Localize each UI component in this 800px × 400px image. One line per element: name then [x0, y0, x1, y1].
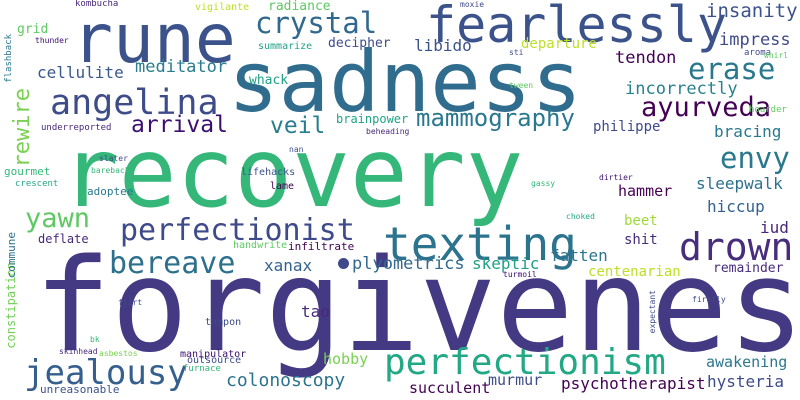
word-yawn: yawn	[25, 203, 91, 234]
word-whack: whack	[249, 73, 289, 88]
word-perfectionist: perfectionist	[120, 213, 355, 248]
word-recovery: recovery	[61, 117, 524, 229]
word-forgiveness: forgiveness	[34, 232, 800, 381]
word-iud: iud	[760, 218, 789, 237]
word-beheading: beheading	[366, 127, 410, 136]
word-departure: departure	[521, 36, 597, 52]
word-hoarder: hoarder	[749, 105, 787, 115]
word-brainpower: brainpower	[336, 112, 409, 126]
word-tendon: tendon	[615, 48, 677, 68]
word-asbestos: asbestos	[99, 349, 138, 358]
word-grid: grid	[17, 22, 49, 37]
word-bareback: bareback	[91, 166, 130, 175]
word-gourmet: gourmet	[4, 165, 51, 178]
word-kombucha: kombucha	[75, 0, 119, 9]
word-radiance: radiance	[268, 0, 331, 14]
word-thunder: thunder	[35, 36, 69, 45]
word-outsource: outsource	[187, 355, 242, 366]
word-slater: slater	[99, 154, 128, 163]
word-sti: sti	[509, 48, 524, 57]
word-dirtier: dirtier	[599, 173, 633, 182]
word-nan: nan	[289, 145, 304, 154]
word-bereave: bereave	[109, 246, 236, 281]
word-bk: bk	[90, 335, 100, 344]
word-meditator: meditator	[135, 57, 228, 77]
word-ayurveda: ayurveda	[641, 92, 772, 123]
word-gassy: gassy	[531, 179, 556, 188]
word-colonoscopy: colonoscopy	[226, 370, 346, 391]
word-hobby: hobby	[323, 350, 369, 368]
word-arrival: arrival	[131, 112, 228, 138]
word-skeptic: skeptic	[472, 254, 540, 273]
word-crystal: crystal	[255, 6, 378, 40]
bullet-dot-icon	[338, 258, 349, 269]
word-expectant: expectant	[648, 290, 657, 334]
word-impress: impress	[719, 30, 791, 50]
word-sleepwalk: sleepwalk	[696, 174, 783, 193]
word-hiccup: hiccup	[707, 197, 765, 216]
word-drown: drown	[679, 225, 794, 269]
word-perfectionism: perfectionism	[384, 342, 666, 383]
word-commune: commune	[5, 232, 18, 279]
word-lame: lame	[270, 181, 295, 192]
word-rewire: rewire	[10, 88, 35, 168]
word-remainder: remainder	[713, 261, 784, 276]
word-aroma: aroma	[744, 48, 772, 58]
word-underreported: underreported	[41, 123, 112, 133]
word-decipher: decipher	[328, 36, 391, 51]
word-texting: texting	[383, 217, 577, 271]
word-libido: libido	[414, 36, 472, 55]
word-deflate: deflate	[38, 232, 89, 246]
word-turmoil: turmoil	[503, 270, 537, 279]
word-infiltrate: infiltrate	[288, 240, 355, 253]
word-veil: veil	[270, 113, 326, 139]
word-bracing: bracing	[714, 122, 782, 141]
word-incorrectly: incorrectly	[625, 79, 738, 99]
word-cellulite: cellulite	[37, 63, 124, 82]
word-manipulator: manipulator	[180, 349, 247, 360]
word-fatten: fatten	[550, 246, 608, 265]
word-skinhead: skinhead	[59, 347, 98, 356]
word-fearlessly: fearlessly	[426, 0, 728, 54]
word-murmur: murmur	[488, 371, 543, 389]
word-sadness: sadness	[228, 33, 583, 131]
word-hammer: hammer	[618, 182, 673, 200]
word-tween: tween	[509, 81, 534, 90]
word-mammography: mammography	[416, 104, 575, 132]
word-philippe: philippe	[593, 119, 661, 135]
word-envy: envy	[720, 141, 790, 175]
word-flashback: flashback	[4, 34, 14, 83]
word-xanax: xanax	[264, 256, 313, 275]
word-unreasonable: unreasonable	[40, 383, 120, 396]
word-lifehacks: lifehacks	[241, 167, 296, 178]
word-firefly: firefly	[692, 295, 726, 304]
word-handwrite: handwrite	[233, 240, 288, 251]
word-choked: choked	[566, 212, 595, 221]
word-rune: rune	[72, 0, 236, 79]
word-hysteria: hysteria	[707, 372, 785, 391]
word-whirl: whirl	[764, 51, 789, 60]
word-awakening: awakening	[706, 353, 788, 371]
word-tao: tao	[301, 302, 330, 321]
word-plyometrics: plyometrics	[352, 254, 465, 274]
word-shit: shit	[624, 232, 658, 248]
word-beet: beet	[624, 213, 658, 229]
word-insanity: insanity	[706, 0, 798, 22]
word-succulent: succulent	[409, 379, 491, 397]
word-flirt: flirt	[118, 298, 143, 307]
word-angelina: angelina	[50, 83, 219, 123]
word-summarize: summarize	[258, 41, 313, 52]
word-erase: erase	[688, 52, 776, 86]
word-psychotherapist: psychotherapist	[561, 374, 706, 393]
word-jealousy: jealousy	[24, 353, 188, 393]
word-furnace: furnace	[183, 364, 221, 374]
word-moxie: moxie	[460, 0, 485, 9]
word-crescent: crescent	[15, 179, 59, 189]
word-vigilante: vigilante	[195, 2, 250, 13]
word-adoptee: adoptee	[87, 185, 134, 198]
word-tampon: tampon	[205, 317, 242, 328]
word-centenarian: centenarian	[588, 264, 681, 280]
